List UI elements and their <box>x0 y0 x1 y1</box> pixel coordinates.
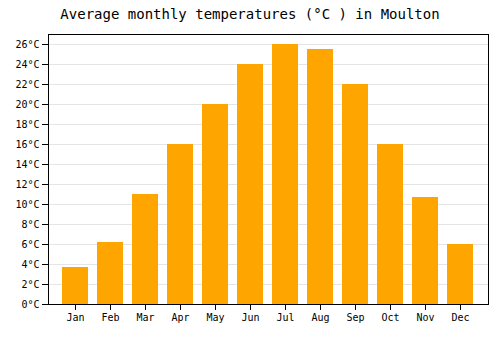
svg-text:6°C: 6°C <box>21 239 39 250</box>
svg-text:Oct: Oct <box>381 312 399 323</box>
svg-text:4°C: 4°C <box>21 259 39 270</box>
html-text:Average monthly temperatures (: Average monthly temperatures (°C ) in Mo… <box>60 6 440 22</box>
svg-text:10°C: 10°C <box>15 199 39 210</box>
svg-text:8°C: 8°C <box>21 219 39 230</box>
svg-text:Dec: Dec <box>451 312 469 323</box>
svg-text:Apr: Apr <box>171 312 189 323</box>
svg-text:Jul: Jul <box>276 312 294 323</box>
svg-text:Nov: Nov <box>416 312 434 323</box>
svg-text:26°C: 26°C <box>15 39 39 50</box>
svg-text:16°C: 16°C <box>15 139 39 150</box>
svg-text:0°C: 0°C <box>21 299 39 310</box>
svg-text:18°C: 18°C <box>15 119 39 130</box>
svg-text:Aug: Aug <box>311 312 329 323</box>
svg-text:Jun: Jun <box>241 312 259 323</box>
svg-text:12°C: 12°C <box>15 179 39 190</box>
svg-text:20°C: 20°C <box>15 99 39 110</box>
svg-text:14°C: 14°C <box>15 159 39 170</box>
svg-text:Jan: Jan <box>66 312 84 323</box>
svg-text:Mar: Mar <box>136 312 154 323</box>
svg-text:22°C: 22°C <box>15 79 39 90</box>
svg-text:May: May <box>206 312 224 323</box>
svg-text:Feb: Feb <box>101 312 119 323</box>
svg-text:2°C: 2°C <box>21 279 39 290</box>
svg-text:24°C: 24°C <box>15 59 39 70</box>
svg-text:Sep: Sep <box>346 312 364 323</box>
